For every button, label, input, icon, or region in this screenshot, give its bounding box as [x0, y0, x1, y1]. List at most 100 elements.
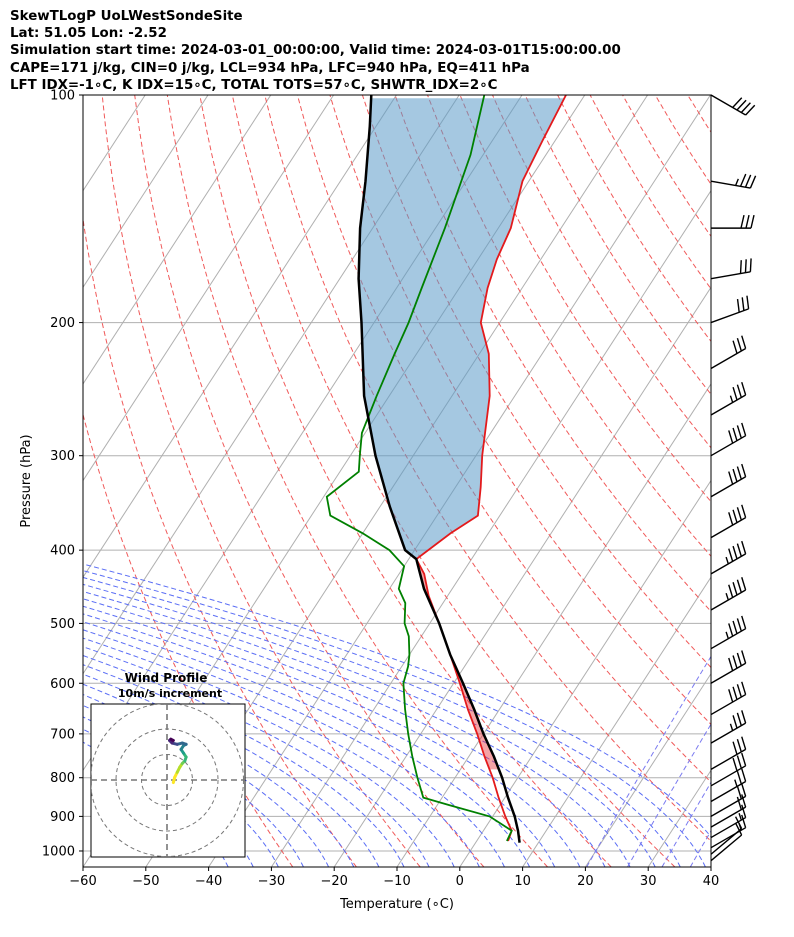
mixing-ratio-line — [586, 655, 711, 867]
x-tick-label: 40 — [703, 874, 720, 889]
chart-header: SkewTLogP UoLWestSondeSite Lat: 51.05 Lo… — [10, 8, 621, 94]
isotherm-line — [83, 95, 272, 385]
wind-barb — [710, 173, 757, 189]
wind-barb — [710, 422, 747, 457]
dry-adiabat — [524, 95, 711, 396]
cin-region — [358, 98, 565, 560]
x-tick-label: −60 — [69, 874, 96, 889]
wind-barb — [710, 752, 747, 787]
moist-adiabat — [83, 621, 531, 867]
moist-adiabat — [83, 683, 355, 867]
y-tick-label: 300 — [50, 449, 75, 464]
hodograph-title: Wind Profile — [125, 671, 208, 685]
isotherm-line — [83, 95, 397, 579]
dry-adiabat — [589, 95, 711, 290]
wind-barbs — [710, 94, 757, 862]
y-tick-label: 200 — [50, 316, 75, 331]
y-tick-label: 800 — [50, 771, 75, 786]
dry-adiabat — [394, 95, 711, 613]
isotherm-line — [647, 769, 711, 867]
hodograph — [90, 703, 246, 858]
moist-adiabat — [83, 629, 505, 867]
moist-adiabat — [83, 576, 681, 867]
wind-barb — [710, 577, 747, 611]
dry-adiabat — [83, 215, 357, 867]
moist-adiabat — [83, 693, 330, 867]
wind-barb — [710, 822, 743, 862]
moist-adiabat — [83, 563, 711, 838]
moist-adiabat — [83, 655, 430, 867]
dry-adiabat — [361, 95, 711, 669]
mixing-ratio-line — [661, 781, 711, 867]
wind-barb — [710, 804, 747, 839]
x-tick-label: −10 — [383, 874, 410, 889]
dry-adiabat — [83, 412, 294, 867]
x-tick-label: −30 — [258, 874, 285, 889]
moist-adiabat — [83, 570, 706, 867]
moist-adiabat — [83, 591, 631, 867]
dry-adiabat — [166, 95, 548, 867]
y-axis-label: Pressure (hPa) — [19, 434, 34, 527]
moist-adiabat — [83, 637, 480, 867]
dry-adiabat — [492, 95, 711, 449]
moist-adiabat — [83, 673, 380, 867]
y-tick-label: 700 — [50, 727, 75, 742]
isotherm-line — [0, 95, 20, 867]
dry-adiabat — [231, 95, 676, 867]
wind-barb — [710, 94, 756, 116]
moist-adiabat — [83, 664, 405, 867]
wind-barb — [710, 382, 747, 416]
moist-adiabat — [83, 583, 656, 867]
wind-barb — [710, 463, 747, 498]
y-tick-label: 500 — [50, 617, 75, 632]
x-tick-label: −20 — [320, 874, 347, 889]
y-tick-label: 900 — [50, 810, 75, 825]
x-tick-label: −40 — [195, 874, 222, 889]
wind-barb — [710, 783, 747, 817]
moist-adiabat — [83, 598, 606, 867]
dry-adiabat — [134, 95, 485, 867]
x-tick-label: 30 — [640, 874, 657, 889]
isotherm-line — [584, 672, 711, 867]
x-tick-label: 20 — [577, 874, 594, 889]
y-tick-label: 100 — [50, 89, 75, 104]
wind-barb — [710, 768, 747, 803]
location-line: Lat: 51.05 Lon: -2.52 — [10, 26, 167, 42]
y-tick-label: 400 — [50, 544, 75, 559]
time-line: Simulation start time: 2024-03-01_00:00:… — [10, 43, 621, 59]
isotherm-line — [270, 189, 711, 867]
sounding-profiles — [325, 95, 567, 843]
wind-barb — [711, 214, 755, 229]
axes: −60 −50 −40 −30 −20 −10 0 10 20 30 40 100 200 300 400 5… — [42, 89, 719, 890]
wind-barb — [710, 816, 743, 855]
moist-adiabat — [83, 605, 581, 867]
isotherm-line — [83, 95, 335, 482]
x-tick-label: 10 — [514, 874, 531, 889]
dry-adiabat — [557, 95, 711, 343]
x-axis-label: Temperature (∘C) — [339, 897, 454, 912]
isotherm-line — [333, 286, 711, 867]
y-tick-label: 1000 — [42, 844, 75, 859]
moist-adiabat — [83, 704, 304, 867]
hodograph-segment — [169, 737, 175, 742]
isotherm-line — [522, 576, 711, 867]
wind-barb — [710, 794, 747, 828]
dry-adiabat — [654, 95, 711, 186]
chart-title: SkewTLogP UoLWestSondeSite — [10, 9, 243, 24]
cape-cin-shading — [358, 98, 565, 770]
isotherm-line — [83, 95, 209, 289]
wind-barb — [710, 615, 747, 650]
dewpoint-profile — [325, 95, 513, 842]
y-tick-label: 600 — [50, 677, 75, 692]
wind-barb — [710, 710, 747, 744]
moist-adiabat — [83, 646, 455, 867]
hodograph-subtitle: 10m/s increment — [118, 687, 222, 700]
wind-barb — [710, 681, 747, 716]
isotherm-line — [710, 866, 711, 867]
dry-adiabat — [199, 95, 612, 867]
wind-barb — [710, 335, 747, 370]
indices-line: LFT IDX=-1∘C, K IDX=15∘C, TOTAL TOTS=57∘… — [10, 77, 498, 93]
parcel-profile — [357, 95, 521, 843]
x-tick-label: 0 — [456, 874, 464, 889]
